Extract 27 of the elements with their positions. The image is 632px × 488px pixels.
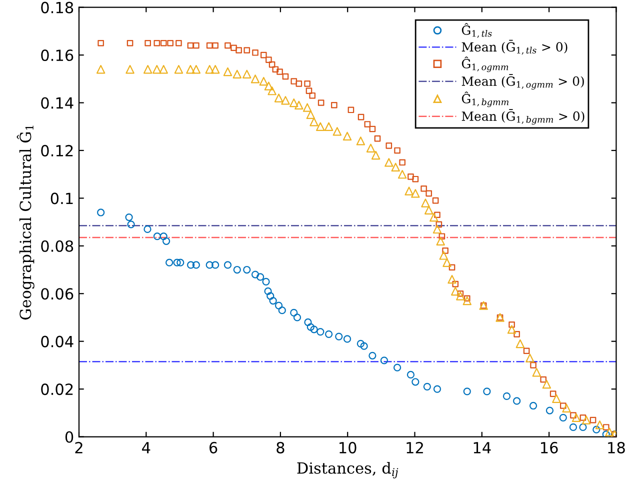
- y-tick-label: 0.02: [41, 384, 73, 396]
- y-tick-label: 0.1: [50, 192, 73, 204]
- legend-label: Ĝ$_{1,bgmm}$: [462, 92, 509, 108]
- y-tick-label: 0.18: [41, 2, 74, 14]
- y-tick-label: 0.06: [41, 288, 74, 300]
- x-tick-label: 16: [541, 442, 558, 454]
- x-tick-label: 12: [406, 442, 423, 454]
- y-tick-label: 0: [65, 431, 74, 443]
- y-axis-title: Geographical Cultural Ĝ$_{1}$: [16, 126, 34, 320]
- legend-label: Ĝ$_{1,tls}$: [462, 23, 492, 38]
- y-tick-label: 0.04: [41, 336, 74, 348]
- x-tick-label: 18: [608, 442, 625, 454]
- x-tick-label: 8: [276, 442, 284, 454]
- y-tick-label: 0.14: [41, 97, 74, 109]
- x-tick-label: 6: [210, 442, 218, 454]
- legend-label: Ĝ$_{1,ogmm}$: [462, 56, 508, 72]
- x-tick-label: 4: [142, 442, 150, 454]
- x-tick-label: 10: [340, 442, 356, 454]
- y-tick-label: 0.12: [41, 144, 73, 156]
- legend-label: Mean (Ḡ$_{1,tls}$ > 0): [462, 40, 568, 55]
- x-tick-label: 14: [474, 442, 491, 454]
- x-tick-label: 2: [75, 442, 82, 454]
- legend-label: Mean (Ḡ$_{1,ogmm}$ > 0): [462, 74, 584, 90]
- legend-label: Mean (Ḡ$_{1,bgmm}$ > 0): [462, 109, 584, 125]
- y-tick-label: 0.08: [41, 240, 74, 252]
- y-tick-label: 0.16: [41, 50, 74, 62]
- x-axis-title: Distances, d$_{ij}$: [297, 462, 398, 478]
